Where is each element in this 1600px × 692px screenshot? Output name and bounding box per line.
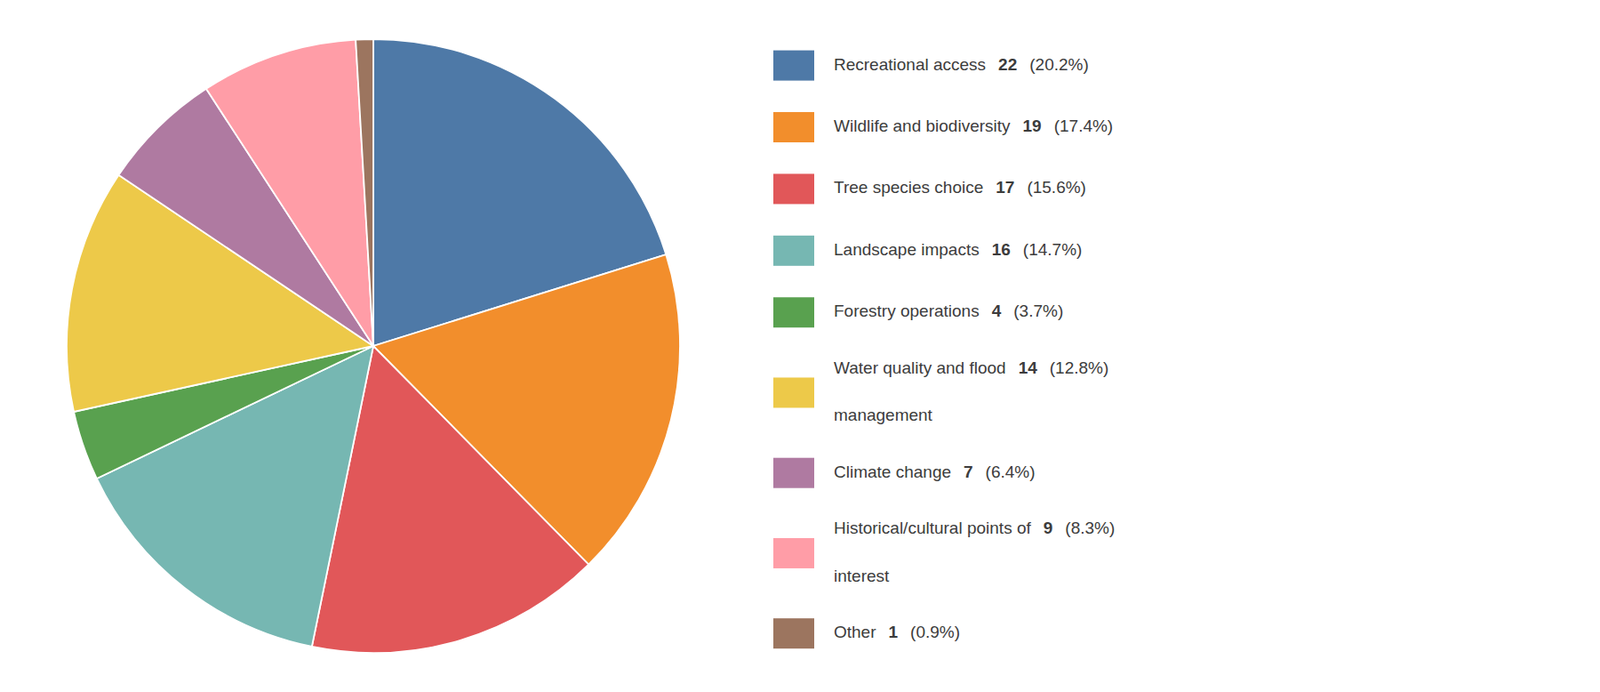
legend-value: 16 bbox=[992, 240, 1011, 259]
legend-label: Recreational access bbox=[833, 55, 986, 74]
legend-entry: Climate change 7 (6.4%) bbox=[773, 457, 1036, 488]
legend-entry: Wildlife and biodiversity 19 (17.4%) bbox=[773, 112, 1113, 143]
legend-label: Tree species choice bbox=[833, 177, 984, 197]
legend-entry: Other 1 (0.9%) bbox=[773, 617, 960, 648]
legend-entry: Landscape impacts 16 (14.7%) bbox=[773, 235, 1082, 266]
legend: Recreational access 22 (20.2%) Wildlife and… bbox=[773, 50, 1115, 649]
legend-percentage: (14.7%) bbox=[1023, 240, 1083, 259]
legend-percentage: (8.3%) bbox=[1064, 518, 1115, 537]
legend-swatch bbox=[773, 617, 815, 648]
chart: Recreational access 22 (20.2%) Wildlife and… bbox=[0, 0, 1600, 692]
legend-label: Climate change bbox=[833, 462, 952, 481]
pie-slice bbox=[206, 40, 374, 346]
legend-entry: Forestry operations 4 (3.7%) bbox=[773, 296, 1064, 328]
legend-swatch bbox=[773, 50, 815, 81]
legend-label: Forestry operations bbox=[833, 301, 980, 320]
legend-swatch bbox=[773, 235, 815, 266]
legend-percentage: (12.8%) bbox=[1049, 358, 1110, 377]
legend-label: Historical/cultural points ofinterest bbox=[833, 518, 1032, 584]
legend-label: Wildlife and biodiversity bbox=[833, 116, 1011, 136]
legend-percentage: (0.9%) bbox=[910, 622, 960, 641]
legend-percentage: (20.2%) bbox=[1029, 55, 1089, 74]
legend-label: Water quality and floodmanagement bbox=[833, 358, 1007, 424]
legend-label: Other bbox=[833, 622, 877, 641]
legend-value: 9 bbox=[1043, 518, 1054, 537]
legend-value: 17 bbox=[995, 177, 1015, 197]
legend-swatch bbox=[773, 112, 815, 143]
pie-slice bbox=[355, 39, 374, 346]
legend-value: 1 bbox=[888, 622, 899, 641]
legend-entry: Tree species choice 17 (15.6%) bbox=[773, 173, 1087, 204]
legend-value: 22 bbox=[998, 55, 1017, 74]
legend-percentage: (17.4%) bbox=[1054, 116, 1114, 136]
legend-value: 7 bbox=[963, 462, 974, 481]
legend-value: 14 bbox=[1018, 358, 1039, 377]
legend-entry: Historical/cultural points ofinterest 9 (8… bbox=[773, 518, 1115, 584]
legend-entry: Water quality and floodmanagement 14 (12.8… bbox=[773, 358, 1109, 424]
legend-swatch bbox=[773, 296, 815, 328]
legend-swatch bbox=[773, 173, 815, 204]
legend-swatch bbox=[773, 537, 815, 568]
legend-percentage: (6.4%) bbox=[985, 462, 1036, 481]
legend-percentage: (3.7%) bbox=[1013, 301, 1064, 320]
pie bbox=[66, 39, 680, 653]
legend-percentage: (15.6%) bbox=[1026, 177, 1087, 197]
legend-swatch bbox=[773, 457, 815, 488]
legend-value: 4 bbox=[992, 301, 1002, 320]
legend-entry: Recreational access 22 (20.2%) bbox=[773, 50, 1089, 81]
legend-swatch bbox=[773, 376, 815, 408]
legend-value: 19 bbox=[1023, 116, 1042, 136]
legend-label: Landscape impacts bbox=[833, 240, 980, 259]
